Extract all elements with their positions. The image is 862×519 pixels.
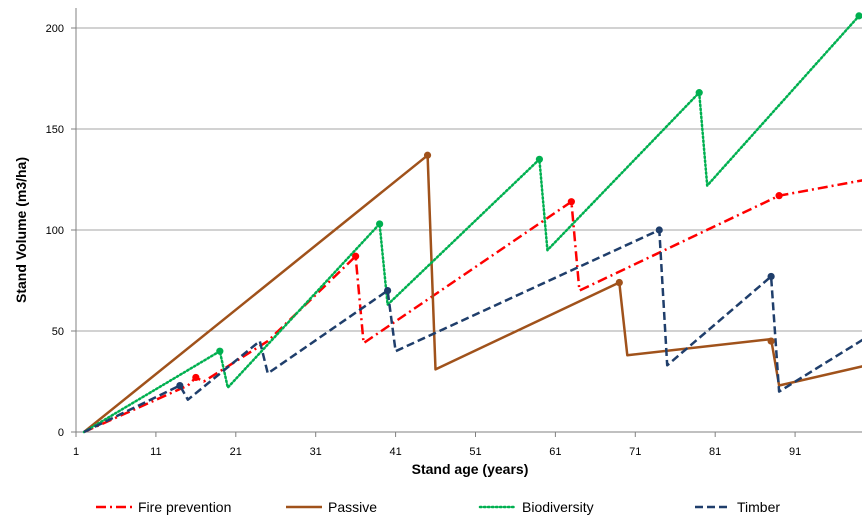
data-point-timber — [176, 381, 184, 390]
data-point-timber — [767, 272, 775, 281]
y-tick-label: 100 — [46, 225, 64, 237]
legend: Fire prevention Passive Biodiversity Timber — [96, 499, 780, 515]
y-tick-label: 0 — [58, 427, 64, 439]
x-tick-label: 31 — [310, 446, 322, 458]
data-point-timber — [655, 226, 663, 234]
data-point-biodiversity — [376, 220, 384, 228]
x-tick-label: 41 — [389, 446, 401, 458]
x-tick-label: 51 — [469, 446, 481, 458]
x-tick-label: 1 — [73, 446, 79, 458]
series-line-biodiversity — [82, 14, 861, 434]
data-point-biodiversity — [695, 89, 703, 97]
series-markers — [176, 12, 862, 390]
data-point-fire-prevention — [192, 373, 200, 382]
data-point-biodiversity — [535, 155, 544, 163]
legend-label: Biodiversity — [522, 499, 594, 515]
data-point-biodiversity — [855, 12, 862, 20]
data-point-biodiversity — [216, 347, 224, 355]
data-point-fire-prevention — [352, 252, 360, 260]
y-tick-label: 200 — [46, 23, 64, 35]
series-line-fire-prevention — [83, 179, 862, 434]
data-point-passive — [423, 151, 432, 159]
x-tick-label: 11 — [150, 446, 161, 458]
x-tick-label: 81 — [709, 446, 721, 458]
y-tick-label: 150 — [46, 124, 64, 136]
series-line-timber — [83, 228, 862, 434]
series-lines — [82, 14, 862, 434]
x-tick-label: 71 — [629, 446, 641, 458]
data-point-passive — [767, 337, 775, 345]
y-tick-label: 50 — [52, 326, 64, 338]
x-tick-label: 91 — [789, 446, 801, 458]
data-point-timber — [384, 287, 392, 295]
legend-label: Fire prevention — [138, 499, 231, 515]
data-point-passive — [615, 278, 623, 287]
x-tick-label: 21 — [230, 446, 242, 458]
x-axis-title: Stand age (years) — [412, 461, 529, 477]
data-point-fire-prevention — [775, 192, 783, 200]
axes — [71, 8, 862, 437]
legend-label: Passive — [328, 499, 377, 515]
legend-label: Timber — [737, 499, 780, 515]
gridlines — [76, 27, 862, 332]
x-tick-label: 61 — [549, 446, 561, 458]
y-axis-title: Stand Volume (m3/ha) — [13, 157, 29, 303]
data-point-fire-prevention — [567, 198, 575, 206]
